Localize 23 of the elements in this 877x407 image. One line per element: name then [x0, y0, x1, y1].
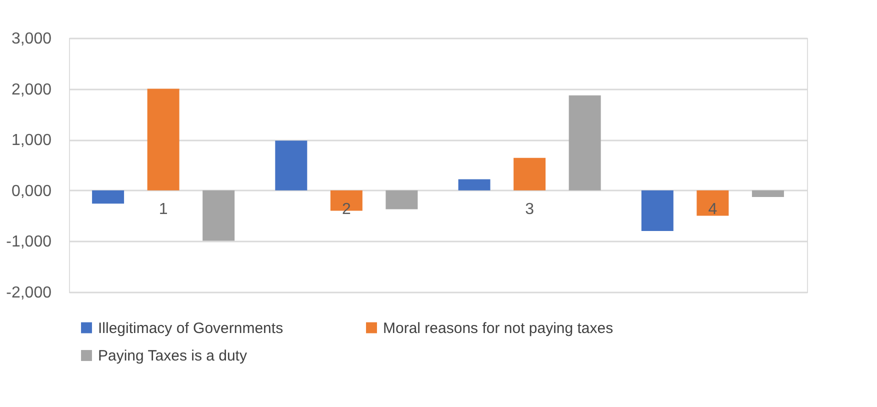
bar — [275, 140, 308, 190]
x-tick-label: 1 — [158, 200, 168, 218]
bar — [752, 190, 784, 198]
bar — [92, 190, 124, 204]
legend-label: Illegitimacy of Governments — [98, 320, 284, 337]
bar — [568, 95, 601, 190]
bar — [641, 190, 674, 232]
bar — [202, 190, 235, 241]
y-tick-label: -2,000 — [6, 284, 52, 302]
legend-label: Moral reasons for not paying taxes — [383, 320, 614, 337]
y-tick-label: -1,000 — [6, 234, 52, 251]
bar — [147, 88, 180, 190]
bar — [696, 190, 729, 216]
y-tick-label: 2,000 — [11, 81, 52, 98]
bar — [514, 158, 546, 190]
y-tick-label: 0,000 — [11, 182, 52, 200]
x-tick-label: 3 — [525, 200, 534, 218]
bar — [386, 190, 418, 210]
x-tick-label: 4 — [708, 200, 718, 218]
y-tick-label: 1,000 — [11, 132, 52, 150]
legend-label: Paying Taxes is a duty — [98, 348, 248, 364]
bar — [458, 179, 490, 190]
y-tick-label: 3,000 — [11, 30, 52, 48]
